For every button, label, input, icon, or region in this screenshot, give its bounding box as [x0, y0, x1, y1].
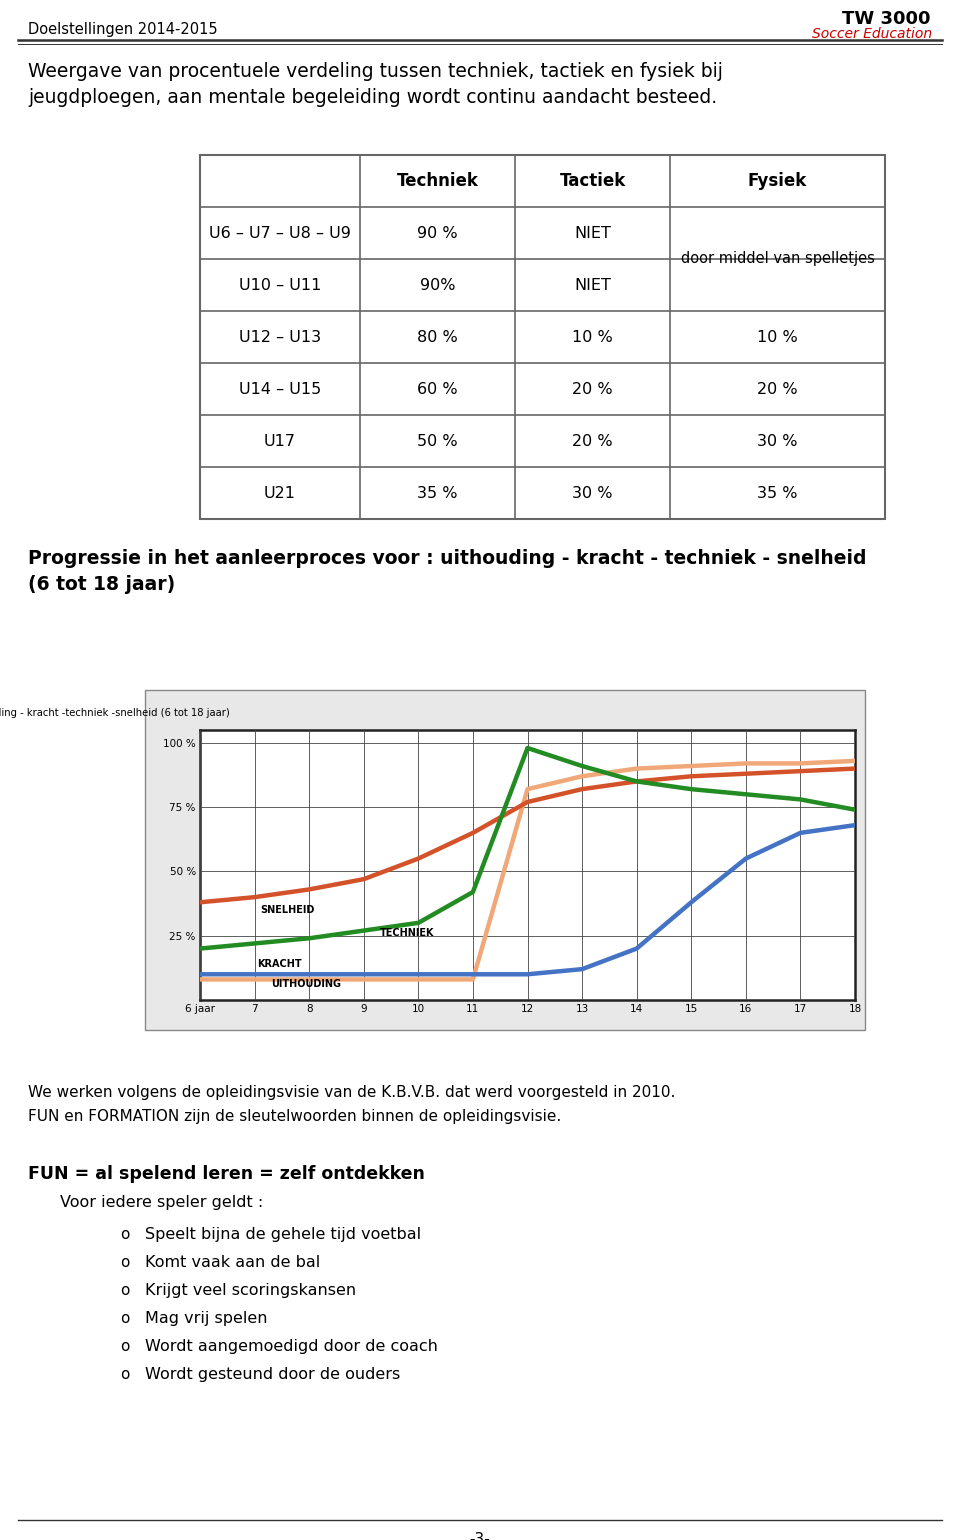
Bar [145, 690, 865, 1030]
Text: U12 – U13: U12 – U13 [239, 330, 321, 345]
Text: Soccer Education: Soccer Education [812, 28, 932, 42]
Text: 10 %: 10 % [757, 330, 798, 345]
Text: -3-: -3- [469, 1532, 491, 1540]
Text: We werken volgens de opleidingsvisie van de K.B.V.B. dat werd voorgesteld in 201: We werken volgens de opleidingsvisie van… [28, 1086, 676, 1100]
Text: o: o [120, 1283, 130, 1298]
Text: U21: U21 [264, 485, 296, 501]
Text: TECHNIEK: TECHNIEK [380, 927, 435, 938]
Text: 10 %: 10 % [572, 330, 612, 345]
Text: 35 %: 35 % [418, 485, 458, 501]
Text: Voor iedere speler geldt :: Voor iedere speler geldt : [60, 1195, 263, 1210]
Text: o: o [120, 1338, 130, 1354]
Text: FUN = al spelend leren = zelf ontdekken: FUN = al spelend leren = zelf ontdekken [28, 1164, 425, 1183]
Text: SNELHEID: SNELHEID [260, 904, 315, 915]
Text: Krijgt veel scoringskansen: Krijgt veel scoringskansen [145, 1283, 356, 1298]
Text: U10 – U11: U10 – U11 [239, 277, 322, 293]
Text: 20 %: 20 % [572, 433, 612, 448]
Text: Speelt bijna de gehele tijd voetbal: Speelt bijna de gehele tijd voetbal [145, 1227, 421, 1241]
Text: o: o [120, 1255, 130, 1270]
Text: 20 %: 20 % [572, 382, 612, 396]
Text: 90%: 90% [420, 277, 455, 293]
Text: 50 %: 50 % [418, 433, 458, 448]
Text: KRACHT: KRACHT [257, 958, 302, 969]
Text: 30 %: 30 % [757, 433, 798, 448]
Text: U17: U17 [264, 433, 296, 448]
Text: UITHOUDING: UITHOUDING [271, 979, 341, 989]
Text: 30 %: 30 % [572, 485, 612, 501]
Text: U14 – U15: U14 – U15 [239, 382, 322, 396]
Text: Mag vrij spelen: Mag vrij spelen [145, 1311, 268, 1326]
Text: 35 %: 35 % [757, 485, 798, 501]
Text: 20 %: 20 % [757, 382, 798, 396]
Text: Wordt gesteund door de ouders: Wordt gesteund door de ouders [145, 1368, 400, 1381]
Bar [200, 156, 885, 519]
Text: FUN en FORMATION zijn de sleutelwoorden binnen de opleidingsvisie.: FUN en FORMATION zijn de sleutelwoorden … [28, 1109, 562, 1124]
Text: o: o [120, 1311, 130, 1326]
Text: Progressie in het aanleerproces voor : uithouding - kracht - techniek - snelheid: Progressie in het aanleerproces voor : u… [28, 548, 867, 568]
Text: Wordt aangemoedigd door de coach: Wordt aangemoedigd door de coach [145, 1338, 438, 1354]
Text: door middel van spelletjes: door middel van spelletjes [681, 251, 875, 266]
Text: o: o [120, 1368, 130, 1381]
Text: o: o [120, 1227, 130, 1241]
Text: NIET: NIET [574, 277, 611, 293]
Text: (6 tot 18 jaar): (6 tot 18 jaar) [28, 574, 176, 594]
Text: Komt vaak aan de bal: Komt vaak aan de bal [145, 1255, 321, 1270]
Text: 60 %: 60 % [418, 382, 458, 396]
Text: Fysiek: Fysiek [748, 172, 807, 189]
Text: NIET: NIET [574, 225, 611, 240]
Text: U6 – U7 – U8 – U9: U6 – U7 – U8 – U9 [209, 225, 351, 240]
Text: Doelstellingen 2014-2015: Doelstellingen 2014-2015 [28, 22, 218, 37]
Text: Weergave van procentuele verdeling tussen techniek, tactiek en fysiek bij
jeugdp: Weergave van procentuele verdeling tusse… [28, 62, 723, 106]
Text: Tactiek: Tactiek [560, 172, 626, 189]
Text: Progressie in het aanleerproces voor : uithouding - kracht -techniek -snelheid (: Progressie in het aanleerproces voor : u… [0, 708, 230, 718]
Text: Techniek: Techniek [396, 172, 478, 189]
Text: 80 %: 80 % [418, 330, 458, 345]
Text: 90 %: 90 % [418, 225, 458, 240]
Text: TW 3000: TW 3000 [842, 9, 930, 28]
